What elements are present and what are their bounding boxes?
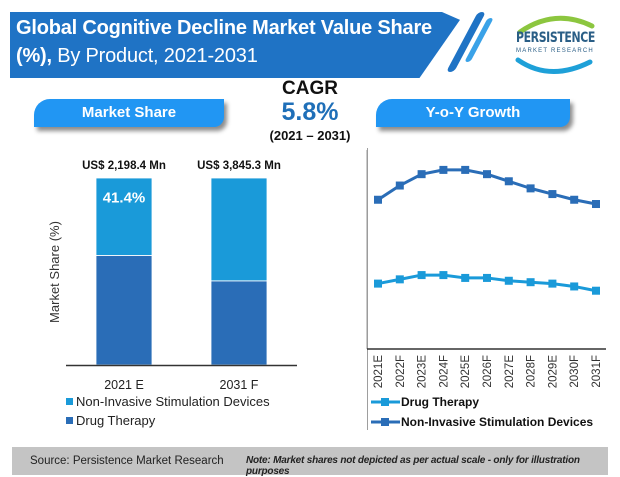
title-bold: Global Cognitive Decline Market Value Sh…	[16, 17, 432, 67]
data-point-non-invasive	[439, 165, 448, 174]
x-tick-label: 2025E	[460, 355, 472, 389]
data-point-drug-therapy	[374, 279, 382, 288]
data-point-non-invasive	[570, 195, 579, 204]
y-axis-label: Market Share (%)	[47, 221, 62, 323]
yoy-growth-header: Y-o-Y Growth	[376, 99, 570, 127]
x-tick-label: 2028F	[526, 355, 538, 388]
x-tick-label: 2024F	[438, 355, 450, 388]
x-tick-label: 2022F	[395, 355, 407, 388]
footer-bar	[12, 447, 608, 475]
x-tick-label: 2026F	[482, 355, 494, 388]
note-text: Note: Market shares not depicted as per …	[246, 455, 580, 477]
data-point-drug-therapy	[592, 286, 600, 295]
data-point-drug-therapy	[395, 275, 404, 284]
x-tick-label: 2021 E	[104, 378, 144, 392]
yoy-growth-chart: 2021E 2022F 2023E 2024F 2025E 2026F 2027E 2028F…	[366, 150, 606, 429]
source-text: Source: Persistence Market Research	[30, 455, 224, 467]
legend-swatch-drug-therapy	[66, 417, 73, 424]
data-point-non-invasive	[592, 200, 600, 209]
data-point-non-invasive	[417, 170, 426, 179]
market-share-chart: Market Share (%) US$ 2,198.4 Mn US$ 3,84…	[47, 160, 297, 428]
data-point-drug-therapy	[439, 271, 448, 280]
brand-subtitle: MARKET RESEARCH	[516, 48, 594, 54]
cagr-label: CAGR	[282, 78, 338, 99]
data-point-drug-therapy	[461, 273, 470, 282]
chart-title: Global Cognitive Decline Market Value Sh…	[16, 14, 456, 70]
data-point-non-invasive	[395, 181, 404, 190]
data-point-non-invasive	[526, 184, 535, 193]
bar-segment-drug-therapy	[95, 255, 153, 366]
bar-segment-non-invasive	[95, 177, 153, 256]
data-point-non-invasive	[483, 170, 491, 179]
market-share-header: Market Share	[34, 99, 224, 127]
cagr-range: (2021 – 2031)	[269, 128, 351, 143]
legend-label-drug-therapy: Drug Therapy	[401, 395, 479, 409]
bar-segment-non-invasive	[210, 177, 268, 282]
data-point-drug-therapy	[483, 273, 491, 282]
legend-marker-drug-therapy	[381, 398, 389, 406]
data-point-non-invasive	[548, 190, 557, 199]
data-point-drug-therapy	[417, 271, 426, 280]
bar-total-label: US$ 2,198.4 Mn	[82, 160, 166, 172]
cagr-value: 5.8%	[281, 98, 339, 126]
legend-label-non-invasive: Non-Invasive Stimulation Devices	[76, 394, 270, 409]
brand-logo	[515, 15, 595, 74]
title-banner	[10, 12, 460, 78]
x-tick-label: 2029E	[547, 355, 559, 389]
legend-marker-non-invasive	[381, 418, 389, 426]
x-tick-label: 2031 F	[220, 378, 259, 392]
logo-swoosh-top	[517, 15, 595, 35]
x-tick-label: 2027E	[504, 355, 516, 389]
x-tick-label: 2021E	[373, 355, 385, 389]
bar-data-label: 41.4%	[103, 190, 146, 207]
x-tick-label: 2030F	[569, 355, 581, 388]
bar-total-label: US$ 3,845.3 Mn	[197, 160, 281, 172]
logo-swoosh-bottom	[515, 57, 593, 74]
data-point-drug-therapy	[526, 278, 535, 287]
legend-label-drug-therapy: Drug Therapy	[76, 413, 156, 428]
data-point-non-invasive	[461, 165, 470, 174]
data-point-drug-therapy	[548, 279, 557, 288]
brand-name: PERSISTENCE	[516, 30, 595, 46]
x-tick-label: 2031F	[591, 355, 603, 388]
data-point-drug-therapy	[504, 276, 513, 285]
data-point-drug-therapy	[570, 282, 579, 291]
data-point-non-invasive	[374, 195, 382, 204]
legend-label-non-invasive: Non-Invasive Stimulation Devices	[401, 415, 593, 429]
legend-swatch-non-invasive	[66, 398, 73, 405]
x-tick-label: 2023E	[417, 355, 429, 389]
data-point-non-invasive	[504, 177, 513, 186]
bar-segment-drug-therapy	[210, 280, 268, 366]
title-rest: By Product, 2021-2031	[51, 45, 258, 67]
